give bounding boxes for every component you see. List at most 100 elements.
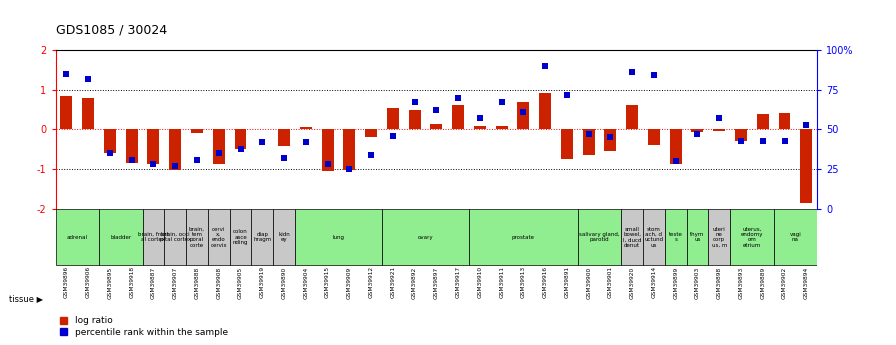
Bar <box>735 129 747 141</box>
Text: GSM39899: GSM39899 <box>673 266 678 298</box>
Text: brain,
tem
poral
corte: brain, tem poral corte <box>189 227 205 248</box>
Text: GSM39913: GSM39913 <box>521 266 526 298</box>
Text: vagi
na: vagi na <box>789 232 801 243</box>
Text: salivary gland,
parotid: salivary gland, parotid <box>579 232 620 243</box>
Text: adrenal: adrenal <box>67 235 88 240</box>
Bar <box>125 129 138 163</box>
Bar <box>191 129 203 134</box>
Text: GSM39897: GSM39897 <box>434 266 439 298</box>
Text: GSM39905: GSM39905 <box>238 266 243 298</box>
Text: GSM39917: GSM39917 <box>455 266 461 298</box>
Bar <box>709 209 730 265</box>
Text: GSM39910: GSM39910 <box>478 266 482 298</box>
Text: GSM39893: GSM39893 <box>738 266 744 298</box>
Bar <box>469 209 578 265</box>
Bar <box>665 209 686 265</box>
Bar <box>343 129 356 170</box>
Text: GSM39918: GSM39918 <box>129 266 134 298</box>
Text: GSM39903: GSM39903 <box>695 266 700 298</box>
Bar <box>278 129 290 146</box>
Bar <box>517 102 530 129</box>
Text: GSM39914: GSM39914 <box>651 266 657 298</box>
Bar <box>582 129 595 155</box>
Bar <box>235 129 246 149</box>
Text: GSM39919: GSM39919 <box>260 266 265 298</box>
Text: GSM39906: GSM39906 <box>86 266 90 298</box>
Text: GSM39907: GSM39907 <box>173 266 177 298</box>
Text: GSM39920: GSM39920 <box>630 266 634 298</box>
Bar <box>322 129 333 171</box>
Text: GSM39896: GSM39896 <box>64 266 69 298</box>
Text: uterus,
endomy
om
etrium: uterus, endomy om etrium <box>741 227 763 248</box>
Text: kidn
ey: kidn ey <box>278 232 290 243</box>
Bar <box>773 209 817 265</box>
Bar <box>621 209 643 265</box>
Text: GSM39890: GSM39890 <box>281 266 287 298</box>
Bar <box>273 209 295 265</box>
Text: thym
us: thym us <box>690 232 704 243</box>
Bar <box>452 105 464 129</box>
Bar <box>539 93 551 129</box>
Text: GSM39891: GSM39891 <box>564 266 570 298</box>
Text: stom
ach, d
uctund
us: stom ach, d uctund us <box>644 227 664 248</box>
Text: GSM39909: GSM39909 <box>347 266 352 298</box>
Text: GSM39892: GSM39892 <box>412 266 418 298</box>
Bar <box>800 129 813 203</box>
Text: GSM39900: GSM39900 <box>586 266 591 298</box>
Bar <box>60 96 73 129</box>
Legend: log ratio, percentile rank within the sample: log ratio, percentile rank within the sa… <box>60 316 228 337</box>
Text: GSM39888: GSM39888 <box>194 266 200 298</box>
Bar <box>561 129 573 159</box>
Bar <box>692 129 703 132</box>
Text: small
bowel,
l, ducd
denut: small bowel, l, ducd denut <box>623 227 642 248</box>
Bar <box>626 105 638 129</box>
Bar <box>212 129 225 165</box>
Text: GSM39915: GSM39915 <box>325 266 330 298</box>
Text: GSM39901: GSM39901 <box>607 266 613 298</box>
Text: tissue ▶: tissue ▶ <box>9 294 43 303</box>
Bar <box>409 110 420 129</box>
Bar <box>142 209 164 265</box>
Bar <box>474 126 486 129</box>
Text: GSM39887: GSM39887 <box>151 266 156 298</box>
Text: diap
hragm: diap hragm <box>254 232 271 243</box>
Text: bladder: bladder <box>110 235 132 240</box>
Bar <box>186 209 208 265</box>
Text: GSM39908: GSM39908 <box>216 266 221 298</box>
Bar <box>365 129 377 137</box>
Bar <box>643 209 665 265</box>
Bar <box>387 108 399 129</box>
Text: GDS1085 / 30024: GDS1085 / 30024 <box>56 23 167 36</box>
Text: prostate: prostate <box>512 235 535 240</box>
Text: uteri
ne
corp
us, m: uteri ne corp us, m <box>711 227 727 248</box>
Text: teste
s: teste s <box>668 232 683 243</box>
Text: GSM39916: GSM39916 <box>543 266 547 298</box>
Bar <box>148 129 159 165</box>
Bar <box>208 209 229 265</box>
Bar <box>578 209 621 265</box>
Bar <box>56 209 99 265</box>
Bar <box>300 127 312 129</box>
Text: brain, occi
pital cortex: brain, occi pital cortex <box>159 232 191 243</box>
Text: GSM39904: GSM39904 <box>303 266 308 298</box>
Bar <box>252 209 273 265</box>
Bar <box>686 209 709 265</box>
Bar <box>169 129 181 170</box>
Bar <box>495 126 508 129</box>
Bar <box>430 124 443 129</box>
Bar <box>229 209 252 265</box>
Bar <box>382 209 469 265</box>
Bar <box>164 209 186 265</box>
Bar <box>104 129 116 153</box>
Text: GSM39895: GSM39895 <box>108 266 113 298</box>
Bar <box>82 98 94 129</box>
Text: GSM39911: GSM39911 <box>499 266 504 298</box>
Text: ovary: ovary <box>418 235 434 240</box>
Text: GSM39912: GSM39912 <box>368 266 374 298</box>
Text: brain, front
al cortex: brain, front al cortex <box>138 232 169 243</box>
Text: GSM39889: GSM39889 <box>760 266 765 298</box>
Bar <box>779 113 790 129</box>
Bar <box>99 209 142 265</box>
Bar <box>757 114 769 129</box>
Bar <box>713 129 725 131</box>
